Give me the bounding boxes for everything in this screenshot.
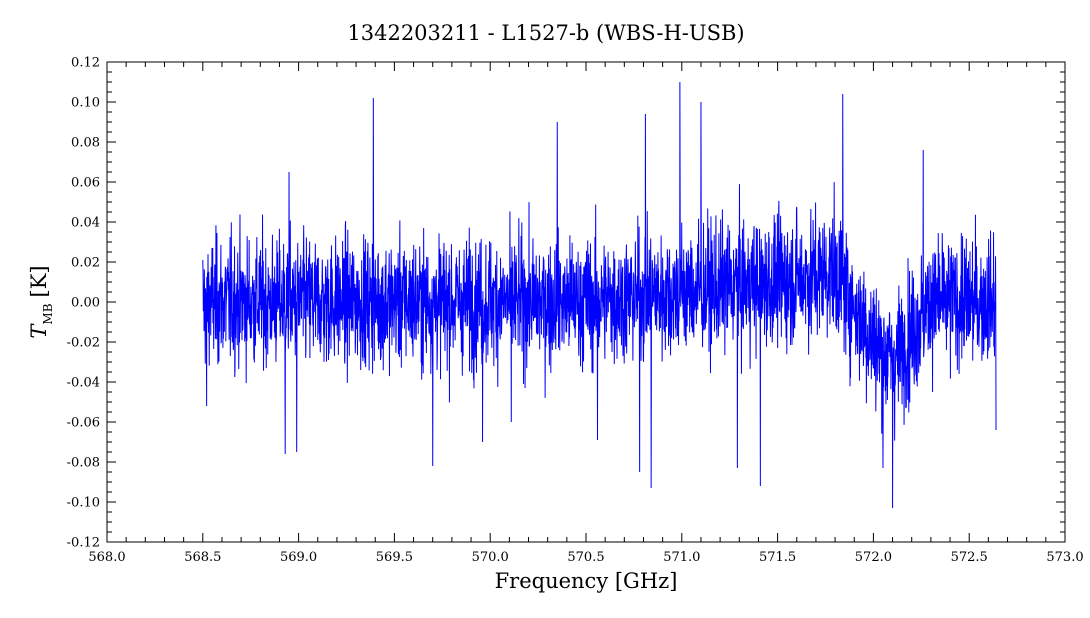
x-tick-label: 572.5 [951, 550, 988, 565]
y-tick-label: 0.10 [71, 96, 100, 111]
chart-title: 1342203211 - L1527-b (WBS-H-USB) [347, 21, 744, 45]
y-tick-label: -0.08 [67, 456, 100, 471]
x-tick-label: 568.0 [88, 550, 125, 565]
x-tick-label: 570.0 [472, 550, 509, 565]
x-tick-label: 572.0 [855, 550, 892, 565]
x-tick-label: 571.0 [663, 550, 700, 565]
y-tick-label: 0.08 [71, 136, 100, 151]
x-tick-label: 573.0 [1046, 550, 1083, 565]
x-tick-label: 569.0 [280, 550, 317, 565]
y-tick-label: -0.10 [67, 496, 100, 511]
y-tick-label: 0.04 [71, 216, 100, 231]
y-tick-label: 0.00 [71, 296, 100, 311]
x-tick-label: 571.5 [759, 550, 796, 565]
series-group [202, 81, 997, 509]
x-tick-label: 568.5 [184, 550, 221, 565]
y-axis-title: TMB [K] [27, 265, 55, 338]
y-tick-label: 0.12 [71, 56, 100, 71]
y-axis: 0.12 0.10 0.08 0.06 0.04 0.02 0.00 -0.02 -0.04 -0… [67, 56, 1065, 551]
y-tick-label: -0.06 [67, 416, 100, 431]
x-tick-label: 569.5 [376, 550, 413, 565]
y-tick-label: 0.02 [71, 256, 100, 271]
y-axis-title-main: T [27, 323, 51, 339]
spectrum-line [202, 81, 997, 509]
y-tick-label: -0.04 [67, 376, 100, 391]
x-axis: 568.0 568.5 569.0 569.5 570.0 570.5 571.0 571.5… [88, 62, 1084, 565]
y-tick-label: -0.12 [67, 536, 100, 551]
y-axis-title-unit: [K] [27, 265, 51, 297]
y-axis-title-sub: MB [41, 303, 55, 324]
x-tick-label: 570.5 [567, 550, 604, 565]
y-tick-label: -0.02 [67, 336, 100, 351]
x-axis-title: Frequency [GHz] [495, 569, 678, 593]
y-tick-label: 0.06 [71, 176, 100, 191]
svg-text:TMB[K]: TMB [K] [27, 265, 55, 338]
